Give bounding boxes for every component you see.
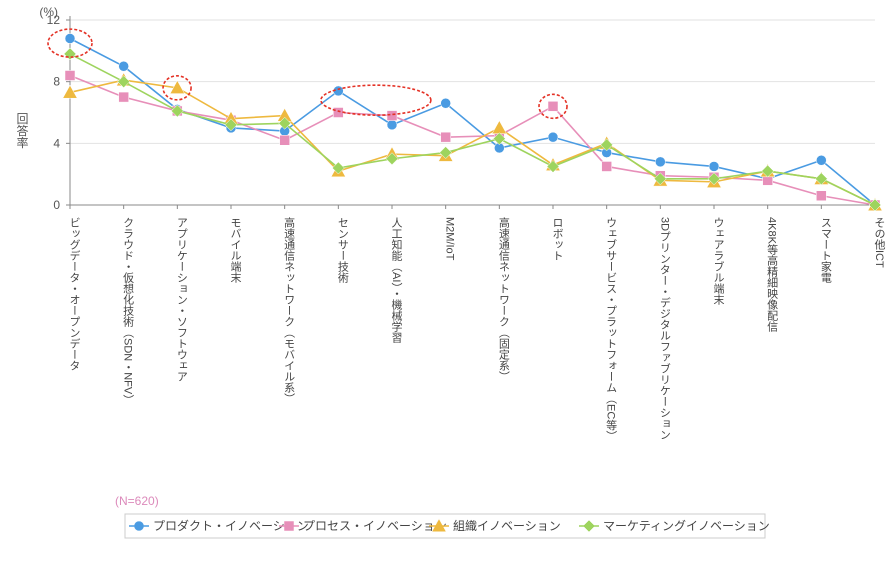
legend-item-label: マーケティングイノベーション — [603, 519, 770, 533]
legend-item-label: 組織イノベーション — [453, 519, 561, 533]
x-category-label: アプリケーション・ソフトウェア — [175, 217, 188, 382]
x-category-label: M2M/IoT — [444, 217, 456, 261]
y-axis-title: 回答率 — [15, 113, 29, 149]
x-category-label: その他ICT — [873, 217, 886, 268]
x-category-label: クラウド・仮想化技術（SDN・NFV） — [122, 217, 134, 406]
x-category-label: センサー技術 — [336, 217, 349, 283]
x-category-label: 高速通信ネットワーク（固定系） — [497, 216, 510, 382]
chart-container: 04812ビッグデータ・オープンデータクラウド・仮想化技術（SDN・NFV）アプ… — [0, 0, 887, 561]
x-category-label: 3Dプリンター・デジタルファブリケーション — [658, 217, 671, 440]
y-tick-label: 0 — [53, 198, 60, 212]
x-category-label: 4K8K等高精細映像配信 — [766, 217, 779, 333]
y-tick-label: 4 — [53, 136, 60, 150]
x-category-label: 高速通信ネットワーク（モバイル系） — [283, 216, 296, 404]
chart-svg: 04812ビッグデータ・オープンデータクラウド・仮想化技術（SDN・NFV）アプ… — [0, 0, 887, 561]
sample-size-note: (N=620) — [115, 494, 159, 508]
x-category-label: モバイル端末 — [229, 217, 242, 284]
x-category-label: 人工知能（AI）・機械学習 — [390, 217, 403, 344]
y-tick-label: 8 — [53, 75, 60, 89]
x-category-label: ビッグデータ・オープンデータ — [68, 217, 81, 371]
x-category-label: スマート家電 — [819, 217, 832, 283]
y-unit-label: (%) — [39, 5, 58, 19]
x-category-label: ウェアラブル端末 — [712, 217, 725, 306]
x-category-label: ウェブサービス・プラットフォーム（EC等） — [605, 217, 618, 442]
x-category-label: ロボット — [551, 217, 564, 261]
legend-item-label: プロセス・イノベーション — [303, 519, 447, 533]
